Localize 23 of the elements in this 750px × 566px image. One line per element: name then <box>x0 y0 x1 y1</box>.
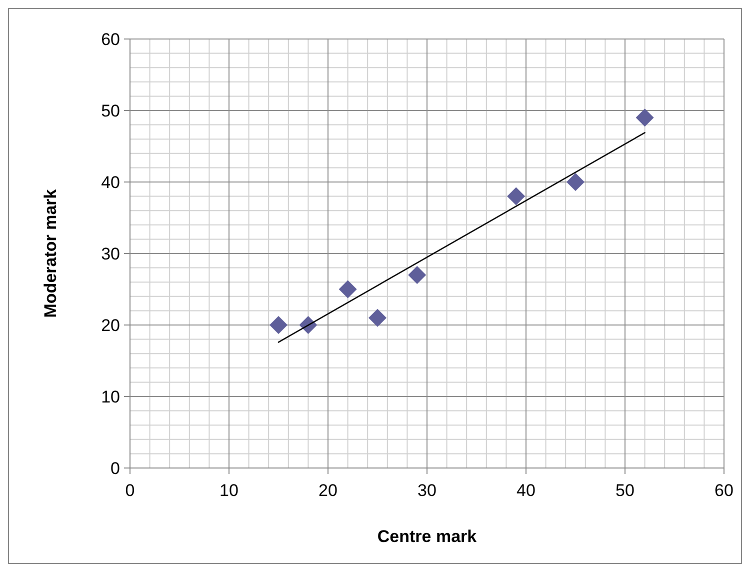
x-tick-label: 20 <box>318 481 338 500</box>
y-axis-title: Moderator mark <box>41 188 60 318</box>
y-tick-label: 30 <box>101 244 120 264</box>
point <box>368 308 386 327</box>
point <box>408 266 426 284</box>
x-axis-title: Centre mark <box>377 527 478 546</box>
point <box>507 187 526 206</box>
x-tick-label: 10 <box>220 481 238 500</box>
point <box>338 280 357 298</box>
y-tick-label: 0 <box>110 459 120 478</box>
y-tick-label: 50 <box>101 102 120 120</box>
y-tick-label: 40 <box>101 173 120 192</box>
y-tick-label: 20 <box>101 316 120 335</box>
x-tick-label: 50 <box>616 481 634 500</box>
x-tick-label: 30 <box>418 481 436 500</box>
x-tick-label: 60 <box>714 481 734 500</box>
point <box>270 316 288 334</box>
x-tick-label: 40 <box>516 481 536 500</box>
x-tick-label: 0 <box>125 481 135 500</box>
y-tick-label: 10 <box>101 388 120 406</box>
y-tick-label: 60 <box>101 30 120 49</box>
point <box>636 108 654 127</box>
point <box>566 173 584 191</box>
